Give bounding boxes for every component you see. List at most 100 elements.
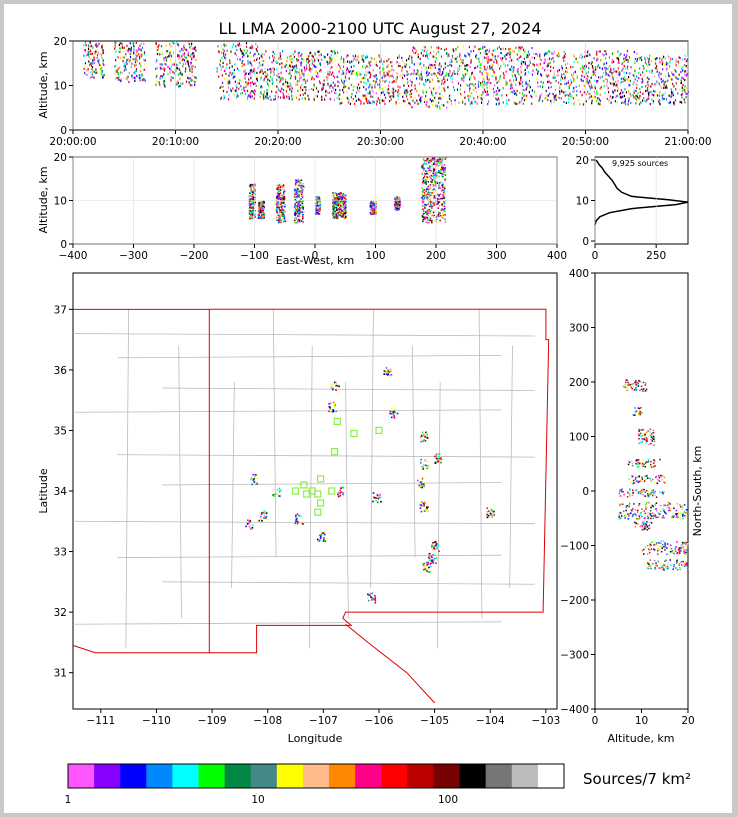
time-altitude-source: [303, 67, 306, 70]
time-altitude-source: [339, 65, 341, 68]
time-altitude-source: [381, 99, 383, 102]
time-altitude-source: [552, 52, 554, 56]
time-altitude-source: [673, 101, 675, 105]
time-altitude-source: [261, 56, 263, 59]
east-west-source: [336, 197, 339, 199]
time-altitude-source: [244, 77, 246, 80]
time-altitude-source: [406, 95, 408, 98]
time-altitude-source: [620, 96, 622, 99]
east-west-source: [336, 208, 338, 210]
time-altitude-source: [347, 98, 350, 101]
time-altitude-source: [317, 59, 320, 62]
time-altitude-source: [402, 76, 404, 79]
time-altitude-source: [245, 83, 248, 86]
time-altitude-source: [484, 49, 486, 52]
east-west-source: [258, 203, 260, 205]
east-west-source: [438, 185, 441, 188]
time-altitude-source: [490, 67, 492, 70]
time-altitude-source: [513, 101, 515, 104]
time-altitude-source: [279, 81, 281, 84]
time-altitude-source: [461, 98, 463, 101]
time-altitude-source: [253, 72, 255, 75]
time-altitude-source: [520, 55, 522, 58]
time-altitude-source: [614, 70, 616, 73]
time-altitude-source: [182, 63, 184, 66]
time-altitude-source: [573, 90, 575, 93]
east-west-source: [444, 167, 447, 169]
east-west-source: [426, 210, 428, 213]
east-west-source: [443, 173, 445, 176]
time-altitude-source: [470, 61, 472, 64]
east-west-source: [248, 213, 251, 215]
time-altitude-source: [329, 70, 331, 74]
time-altitude-source: [605, 72, 607, 75]
time-altitude-source: [311, 62, 313, 65]
time-altitude-source: [165, 58, 167, 61]
time-altitude-source: [315, 65, 317, 68]
time-altitude-source: [95, 50, 97, 53]
time-altitude-source: [133, 52, 135, 55]
time-altitude-source: [183, 53, 185, 57]
time-altitude-source: [505, 83, 507, 86]
east-west-source: [251, 212, 254, 214]
time-altitude-source: [125, 61, 127, 64]
time-altitude-source: [526, 54, 528, 57]
time-altitude-source: [119, 42, 121, 45]
time-altitude-source: [655, 67, 657, 70]
time-altitude-source: [520, 82, 522, 85]
time-altitude-source: [489, 48, 491, 51]
time-altitude-source: [437, 47, 439, 50]
time-altitude-source: [228, 74, 230, 77]
time-altitude-source: [553, 96, 555, 99]
time-altitude-source: [499, 75, 501, 78]
time-altitude-source: [341, 81, 343, 84]
east-west-source: [426, 187, 429, 189]
east-west-source: [422, 218, 424, 221]
east-west-source: [425, 190, 427, 192]
east-west-source: [250, 200, 253, 203]
time-altitude-source: [272, 81, 274, 84]
time-altitude-source: [620, 91, 622, 95]
time-altitude-source: [492, 68, 494, 71]
time-altitude-source: [170, 79, 172, 82]
east-west-source: [439, 198, 442, 200]
time-altitude-source: [358, 60, 361, 63]
time-altitude-source: [375, 80, 377, 83]
east-west-source: [260, 202, 262, 205]
time-altitude-source: [232, 43, 234, 46]
east-west-source: [249, 198, 251, 201]
time-altitude-source: [103, 73, 105, 77]
time-altitude-source: [369, 92, 371, 95]
time-altitude-source: [121, 56, 123, 59]
time-altitude-source: [288, 96, 290, 99]
time-altitude-source: [641, 58, 643, 62]
time-altitude-source: [252, 46, 254, 49]
time-altitude-source: [600, 59, 602, 62]
time-altitude-source: [505, 47, 507, 51]
time-altitude-source: [406, 82, 409, 85]
east-west-source: [431, 164, 433, 167]
east-west-source: [444, 171, 446, 174]
time-altitude-source: [369, 101, 371, 104]
time-altitude-source: [472, 89, 474, 92]
time-altitude-source: [684, 101, 686, 104]
east-west-source: [341, 210, 343, 212]
time-altitude-source: [510, 82, 513, 85]
time-altitude-source: [466, 64, 468, 67]
time-altitude-source: [553, 97, 555, 100]
time-altitude-source: [671, 93, 673, 97]
east-west-source: [334, 213, 337, 215]
time-altitude-source: [468, 98, 470, 101]
east-west-source: [262, 204, 264, 206]
time-altitude-source: [230, 61, 232, 64]
plan-view-source: [427, 466, 430, 469]
time-altitude-source: [642, 99, 644, 102]
time-altitude-source: [633, 89, 635, 92]
east-west-source: [343, 212, 345, 215]
time-altitude-source: [420, 71, 423, 74]
time-altitude-source: [679, 57, 681, 60]
time-altitude-source: [118, 50, 120, 53]
east-west-source: [333, 197, 336, 199]
east-west-source: [294, 219, 296, 222]
east-west-source: [343, 208, 346, 211]
